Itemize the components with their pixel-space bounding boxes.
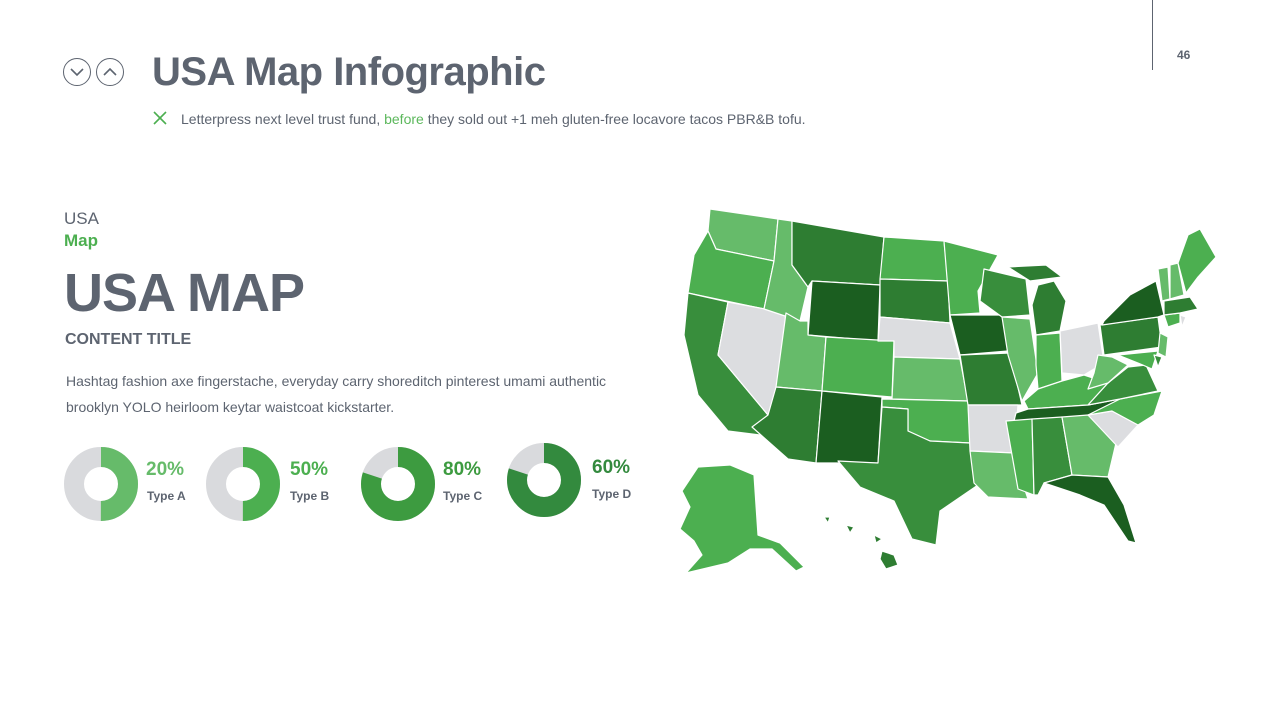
- donut-value-arc: [361, 447, 435, 521]
- state-iowa: [949, 314, 1009, 356]
- subtitle-text-post: they sold out +1 meh gluten-free locavor…: [423, 111, 806, 127]
- kicker-usa: USA: [64, 209, 99, 228]
- donut-c-label: Type C: [443, 489, 483, 503]
- page-title: USA Map Infographic: [152, 50, 546, 94]
- donut-chart-a: [64, 447, 138, 521]
- state-mississippi: [1005, 418, 1035, 496]
- state-delaware: [1153, 354, 1163, 368]
- state-missouri: [959, 352, 1023, 406]
- state-alaska: [679, 464, 805, 574]
- state-massachusetts: [1163, 296, 1199, 316]
- nav-down-button[interactable]: [63, 58, 91, 86]
- state-west-virginia: [1087, 354, 1129, 390]
- page-number: 46: [1177, 48, 1191, 62]
- state-colorado: [821, 336, 895, 398]
- state-rhode-island: [1179, 314, 1187, 328]
- donut-chart-b: [206, 447, 280, 521]
- donut-value-arc: [64, 447, 138, 521]
- donut-d-percent: 60%: [592, 457, 631, 478]
- state-maine: [1177, 228, 1217, 294]
- kicker-map: Map: [64, 231, 98, 250]
- donut-chart-c: [361, 447, 435, 521]
- state-florida: [1043, 474, 1137, 544]
- state-michigan: [1031, 280, 1067, 336]
- section-title: USA MAP: [64, 263, 305, 323]
- state-indiana: [1035, 332, 1063, 390]
- state-wisconsin: [979, 268, 1031, 318]
- close-icon: [153, 111, 167, 125]
- content-title: CONTENT TITLE: [65, 331, 192, 348]
- donut-chart-d: [507, 443, 581, 517]
- header-divider: [1152, 0, 1153, 70]
- donut-value-arc: [206, 447, 280, 521]
- state-ohio: [1059, 322, 1105, 376]
- nav-up-button[interactable]: [96, 58, 124, 86]
- state-illinois: [1001, 316, 1039, 402]
- subtitle-text-pre: Letterpress next level trust fund,: [181, 111, 385, 127]
- donut-b-label: Type B: [290, 489, 330, 503]
- state-south-dakota: [879, 278, 951, 324]
- usa-map: [679, 208, 1217, 574]
- body-text: Hashtag fashion axe fingerstache, everyd…: [66, 373, 607, 415]
- state-new-mexico: [815, 390, 883, 464]
- state-michigan-up: [1007, 264, 1063, 282]
- state-montana: [791, 220, 885, 288]
- donut-a-label: Type A: [147, 489, 186, 503]
- page-subtitle: Letterpress next level trust fund, befor…: [181, 111, 806, 127]
- chevron-down-icon: [70, 68, 84, 77]
- donut-value-arc: [507, 443, 581, 517]
- state-texas: [837, 406, 979, 546]
- state-wyoming: [807, 280, 881, 342]
- state-kansas: [891, 356, 969, 402]
- state-north-dakota: [879, 236, 949, 282]
- state-new-hampshire: [1169, 262, 1185, 300]
- chevron-up-icon: [103, 67, 117, 76]
- state-new-jersey: [1157, 332, 1169, 358]
- donut-d-label: Type D: [592, 487, 632, 501]
- state-minnesota: [943, 240, 999, 316]
- state-hawaii: [823, 516, 899, 570]
- donut-c-percent: 80%: [443, 459, 482, 480]
- state-maryland: [1117, 350, 1159, 370]
- donut-b-percent: 50%: [290, 459, 329, 480]
- subtitle-highlight: before: [384, 111, 424, 127]
- donut-a-percent: 20%: [146, 459, 185, 480]
